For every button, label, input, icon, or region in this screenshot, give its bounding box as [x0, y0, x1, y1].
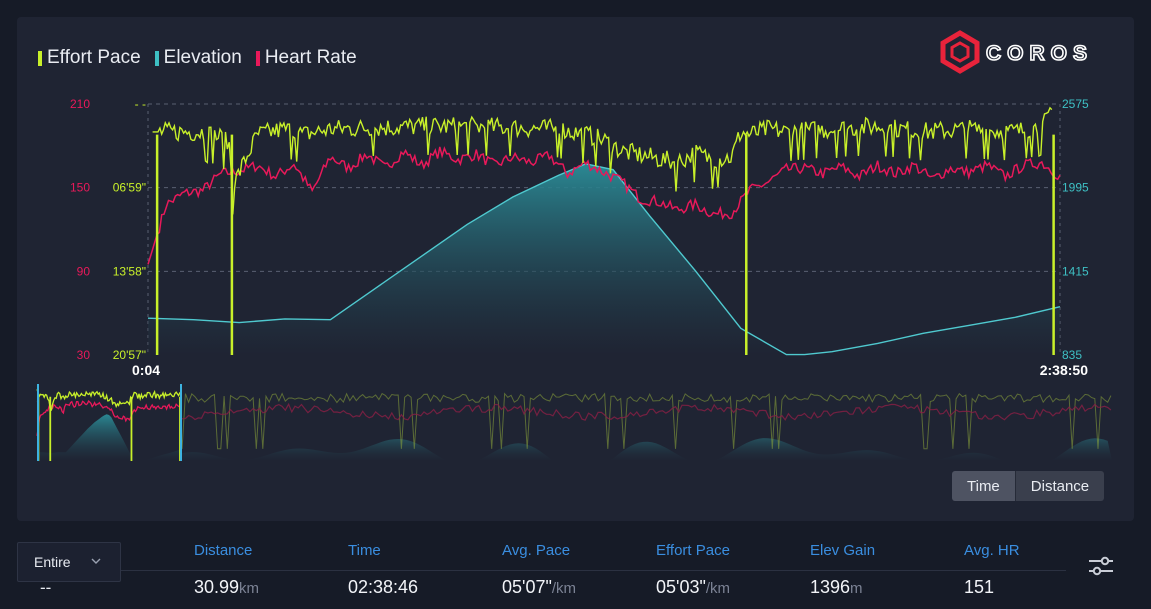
legend-swatch-elevation — [154, 50, 159, 66]
distance-button[interactable]: Distance — [1014, 471, 1105, 501]
stat-time: Time 02:38:46 — [348, 540, 418, 598]
legend-label-heart-rate: Heart Rate — [264, 47, 357, 68]
legend-label-effort-pace: Effort Pace — [47, 47, 141, 68]
chevron-down-icon — [91, 558, 101, 564]
range-dropdown[interactable]: Entire — [17, 542, 121, 582]
chart-legend: Effort Pace Elevation Heart Rate — [38, 46, 357, 70]
legend-effort-pace[interactable]: Effort Pace — [38, 47, 141, 69]
stat-effort-pace: Effort Pace 05'03"/km — [656, 540, 730, 598]
stat-value: 05'07" — [502, 577, 552, 597]
stats-divider — [121, 570, 1066, 571]
stat-label: Effort Pace — [656, 542, 730, 559]
stat-distance: Distance 30.99km — [194, 540, 259, 598]
stat-unit: km — [239, 580, 260, 597]
stat-value: 30.99 — [194, 577, 240, 597]
legend-swatch-heart-rate — [255, 50, 260, 66]
stat-elev-gain: Elev Gain 1396m — [810, 540, 875, 598]
sliders-icon[interactable] — [1088, 555, 1114, 577]
legend-label-elevation: Elevation — [163, 47, 242, 68]
stat-avg-pace: Avg. Pace 05'07"/km — [502, 540, 576, 598]
stat-value: 05'03" — [656, 577, 706, 597]
stat-value: 1396 — [810, 577, 851, 597]
legend-elevation[interactable]: Elevation — [154, 47, 242, 69]
stat-unit: /km — [551, 580, 577, 597]
stat-avg-hr: Avg. HR 151 — [964, 540, 1020, 598]
stat-value: 02:38:46 — [348, 577, 419, 597]
range-value: -- — [40, 578, 52, 597]
chart-panel — [17, 17, 1134, 521]
stat-label: Time — [348, 542, 381, 559]
stat-label: Elev Gain — [810, 542, 876, 559]
stat-label: Distance — [194, 542, 253, 559]
range-dropdown-label: Entire — [34, 554, 71, 570]
stat-unit: m — [850, 580, 863, 597]
coros-logo: COROS — [940, 30, 1093, 74]
stat-value: 151 — [964, 577, 995, 597]
legend-swatch-effort-pace — [38, 50, 42, 66]
brand-name: COROS — [986, 42, 1093, 65]
legend-heart-rate[interactable]: Heart Rate — [255, 47, 357, 69]
time-button[interactable]: Time — [952, 471, 1015, 501]
stat-label: Avg. Pace — [502, 542, 571, 559]
x-axis-toggle: Time Distance — [952, 471, 1105, 501]
stat-label: Avg. HR — [964, 542, 1020, 559]
stat-unit: /km — [705, 580, 731, 597]
